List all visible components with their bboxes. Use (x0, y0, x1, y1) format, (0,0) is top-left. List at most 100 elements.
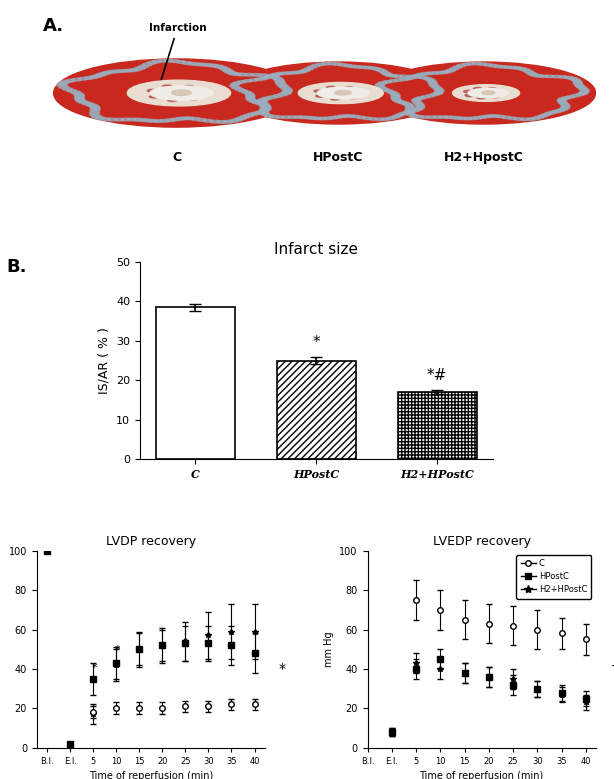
Circle shape (389, 75, 398, 77)
Text: *: * (279, 662, 286, 676)
Circle shape (560, 104, 569, 106)
Circle shape (276, 72, 284, 75)
Bar (277, 361, 356, 459)
Circle shape (262, 113, 270, 116)
Circle shape (203, 119, 213, 122)
Circle shape (343, 65, 352, 67)
Circle shape (327, 86, 335, 89)
Y-axis label: mm Hg: mm Hg (324, 632, 334, 667)
Circle shape (275, 116, 284, 118)
Circle shape (262, 97, 272, 100)
Circle shape (393, 115, 402, 117)
Circle shape (478, 63, 487, 65)
Circle shape (132, 68, 142, 71)
Circle shape (545, 75, 554, 78)
Circle shape (238, 80, 246, 83)
Circle shape (435, 89, 444, 91)
Circle shape (443, 70, 453, 72)
Text: *: * (313, 335, 320, 351)
Circle shape (95, 117, 105, 119)
Circle shape (376, 69, 384, 71)
Circle shape (413, 97, 422, 100)
Circle shape (335, 90, 351, 95)
Circle shape (144, 119, 154, 122)
Circle shape (580, 90, 589, 93)
Circle shape (473, 87, 482, 90)
Circle shape (149, 120, 158, 122)
Circle shape (299, 116, 308, 118)
Circle shape (53, 59, 300, 127)
Circle shape (51, 58, 302, 128)
Circle shape (273, 77, 282, 80)
Circle shape (427, 116, 436, 118)
Circle shape (279, 85, 289, 88)
Circle shape (184, 86, 194, 88)
Circle shape (58, 83, 68, 85)
Circle shape (435, 72, 445, 74)
Circle shape (71, 91, 80, 93)
Circle shape (571, 79, 580, 81)
Circle shape (413, 74, 422, 76)
Circle shape (556, 109, 565, 111)
Circle shape (209, 64, 219, 67)
Circle shape (348, 97, 357, 99)
Circle shape (482, 91, 495, 94)
Circle shape (225, 71, 235, 73)
Circle shape (432, 86, 440, 89)
Circle shape (548, 111, 558, 114)
Circle shape (526, 118, 535, 121)
Circle shape (391, 95, 400, 97)
Circle shape (370, 62, 598, 125)
Circle shape (274, 79, 284, 82)
Circle shape (473, 117, 483, 119)
Circle shape (433, 92, 443, 94)
Circle shape (526, 72, 535, 74)
Circle shape (403, 104, 413, 106)
Circle shape (101, 118, 111, 121)
Circle shape (74, 93, 84, 97)
Circle shape (545, 112, 554, 115)
Circle shape (114, 118, 124, 121)
Circle shape (298, 70, 307, 72)
Circle shape (213, 65, 223, 68)
Circle shape (90, 114, 99, 116)
X-axis label: Time of reperfusion (min): Time of reperfusion (min) (419, 771, 543, 779)
Circle shape (552, 76, 561, 78)
Circle shape (566, 96, 575, 98)
Circle shape (433, 87, 442, 90)
Circle shape (278, 93, 287, 96)
Circle shape (187, 62, 197, 65)
Circle shape (210, 120, 220, 123)
Circle shape (265, 115, 274, 117)
Circle shape (190, 118, 200, 120)
Circle shape (147, 62, 157, 64)
Circle shape (412, 99, 421, 101)
Circle shape (230, 85, 239, 87)
Circle shape (487, 115, 496, 117)
Circle shape (180, 117, 190, 120)
Circle shape (528, 73, 537, 76)
Ellipse shape (468, 89, 508, 97)
Circle shape (502, 116, 511, 118)
Circle shape (356, 92, 364, 94)
Circle shape (252, 101, 262, 104)
Circle shape (232, 72, 242, 76)
Circle shape (405, 111, 414, 114)
Circle shape (322, 62, 330, 65)
Text: *: * (91, 663, 97, 673)
Circle shape (262, 76, 271, 79)
Circle shape (539, 75, 548, 77)
Circle shape (396, 114, 405, 116)
Title: Infarct size: Infarct size (274, 241, 358, 256)
Circle shape (316, 63, 325, 65)
Circle shape (259, 103, 269, 105)
Circle shape (308, 117, 317, 119)
Circle shape (158, 59, 168, 62)
Circle shape (521, 69, 530, 71)
Circle shape (531, 117, 540, 120)
Circle shape (260, 104, 269, 107)
Circle shape (93, 75, 103, 77)
Circle shape (573, 82, 583, 84)
Circle shape (258, 104, 267, 106)
Circle shape (489, 65, 497, 67)
